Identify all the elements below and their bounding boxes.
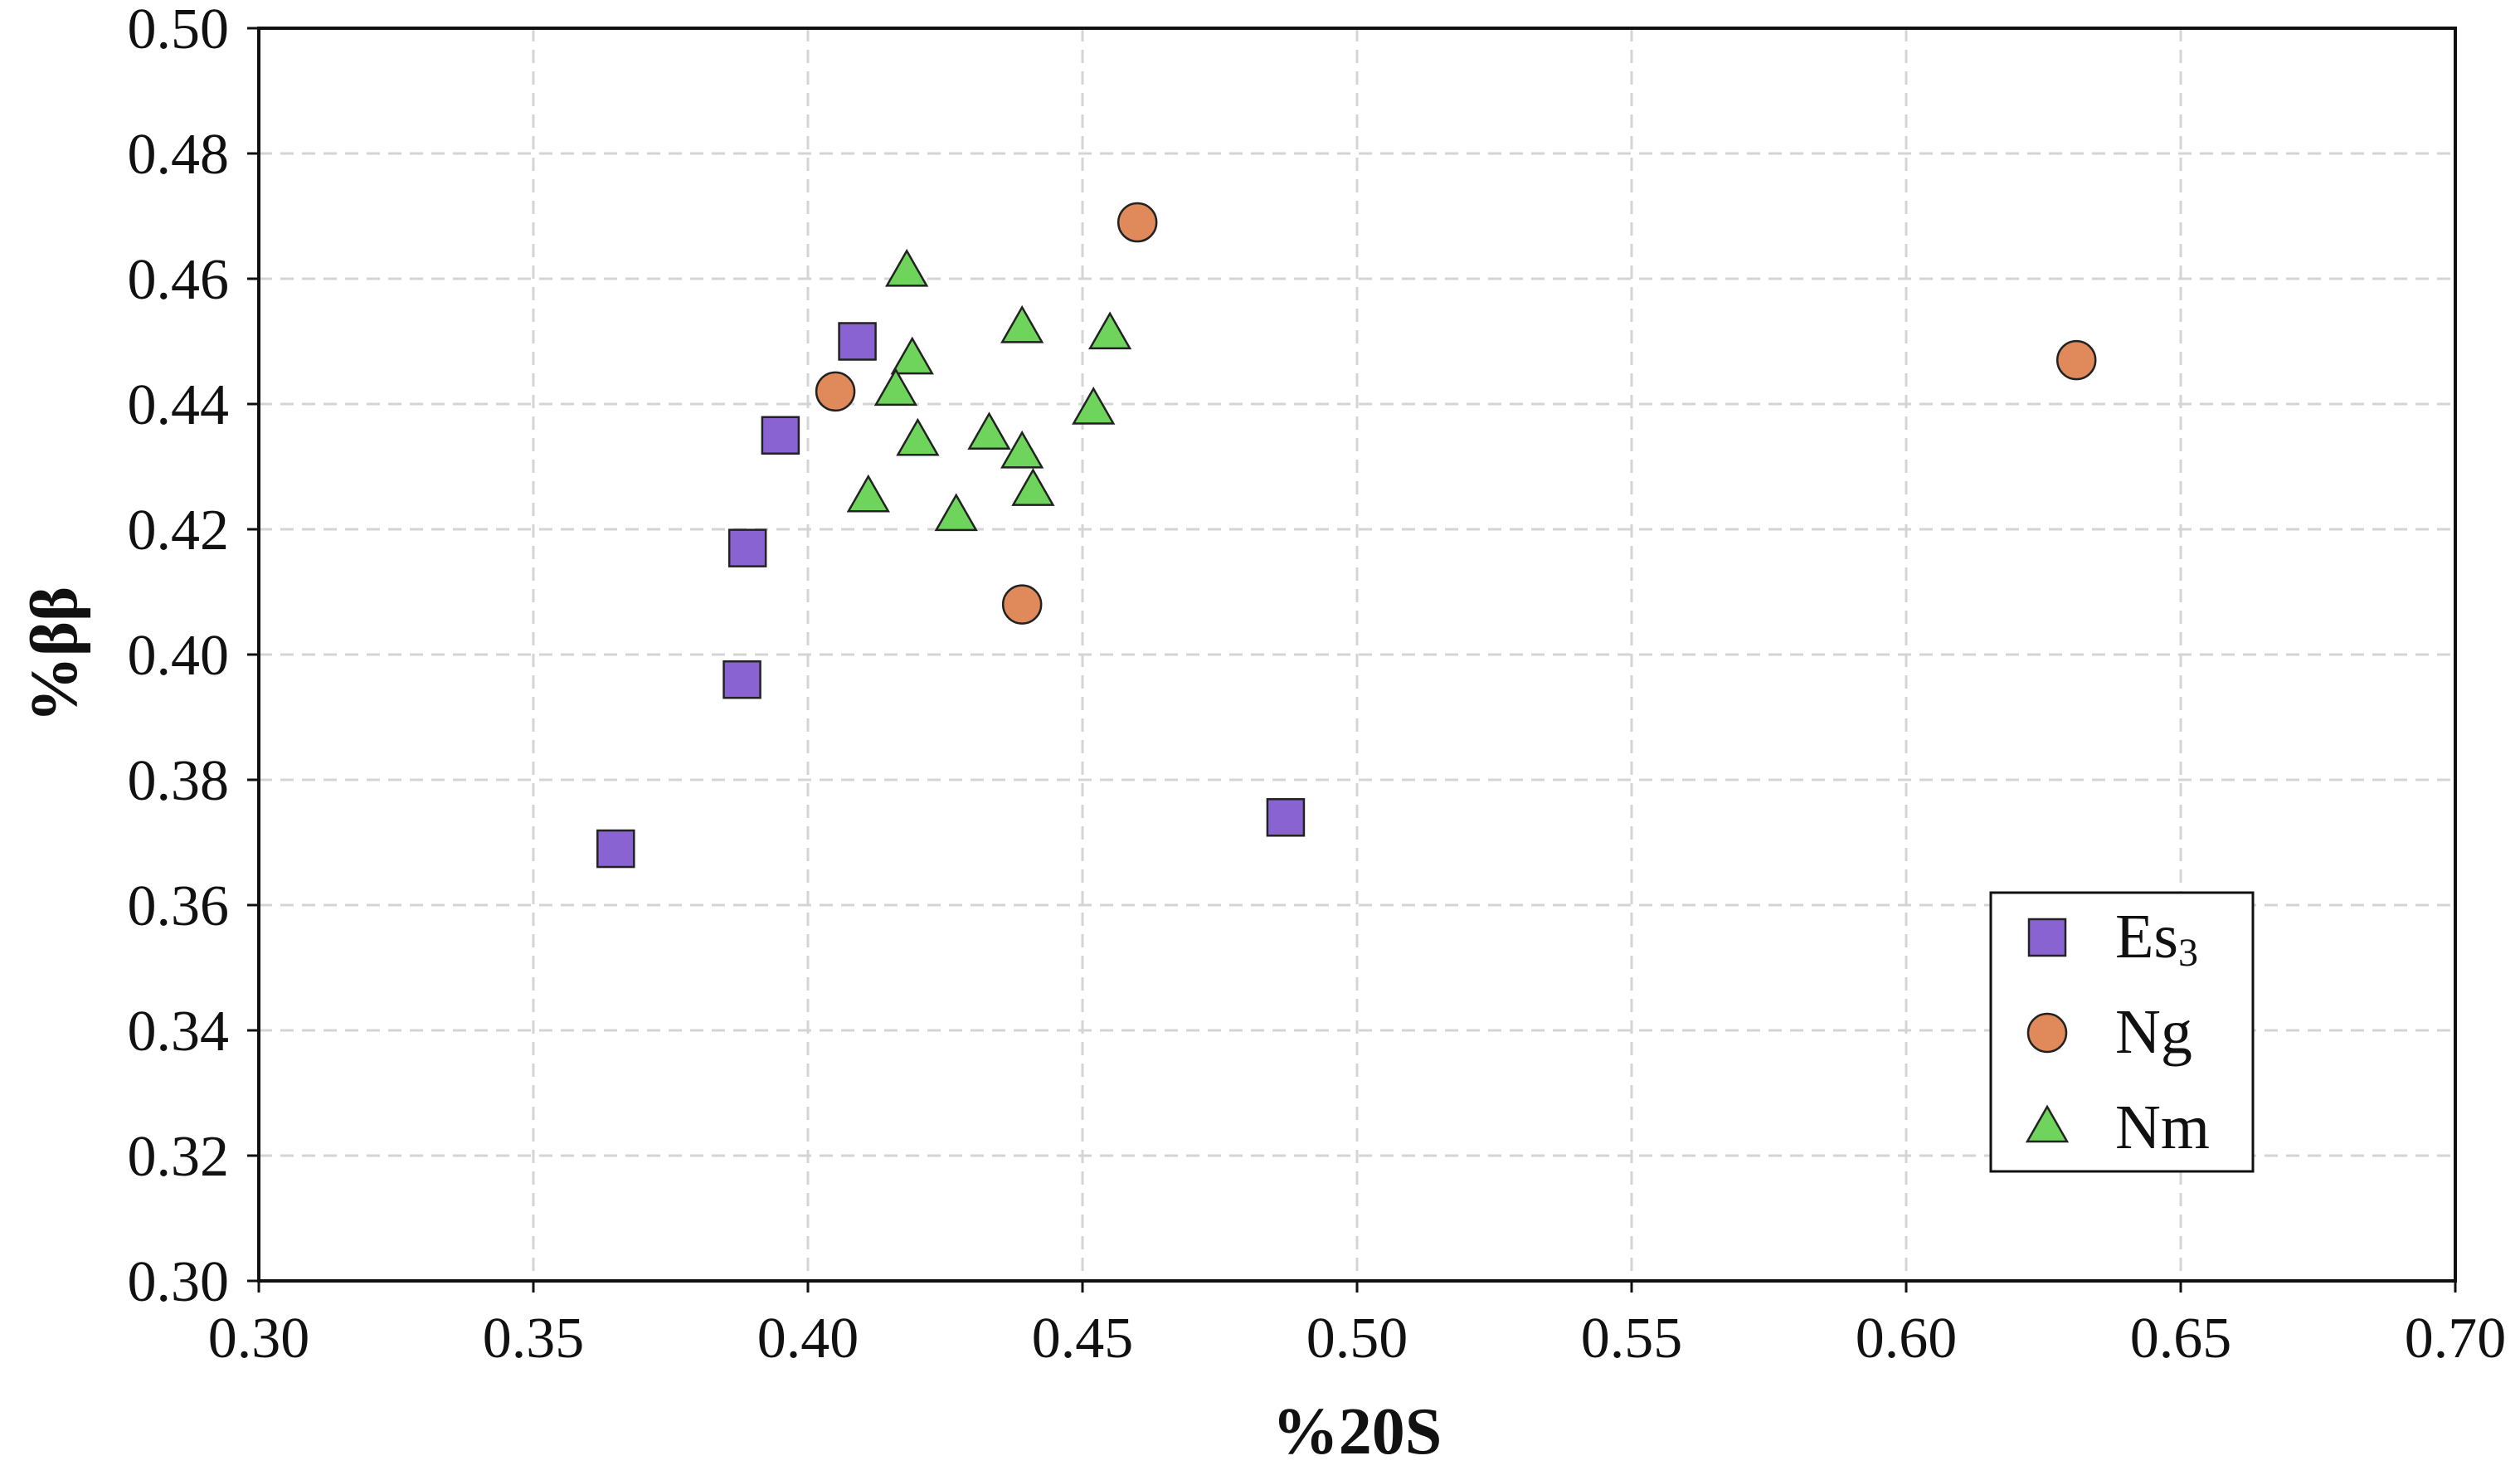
- legend-label-ng: Ng: [2115, 997, 2192, 1067]
- data-point-nm: [1087, 311, 1132, 350]
- data-point-ng: [2055, 339, 2097, 381]
- y-tick-label: 0.30: [128, 1250, 230, 1314]
- legend-marker-es: [2027, 918, 2067, 957]
- data-point-nm: [885, 248, 929, 287]
- y-tick-label: 0.44: [128, 373, 230, 437]
- data-point-es: [727, 528, 767, 567]
- data-points: [596, 202, 2097, 869]
- y-tick-label: 0.34: [128, 1000, 230, 1064]
- x-tick-label: 0.60: [1856, 1307, 1958, 1370]
- data-point-ng: [1116, 202, 1158, 243]
- data-point-nm: [873, 368, 918, 407]
- data-point-nm: [1000, 304, 1044, 343]
- data-point-es: [1266, 798, 1306, 837]
- y-axis-title: %ββ: [18, 587, 91, 723]
- y-tick-label: 0.40: [128, 624, 230, 688]
- axis-ticks: 0.30 0.35 0.40 0.45 0.50 0.55 0.60 0.65 0.70 0.30…: [128, 0, 2507, 1370]
- y-tick-label: 0.38: [128, 749, 230, 813]
- y-tick-label: 0.50: [128, 0, 230, 61]
- y-tick-label: 0.42: [128, 499, 230, 562]
- data-point-es: [761, 416, 800, 455]
- data-point-nm: [934, 493, 978, 532]
- data-point-nm: [1000, 430, 1044, 469]
- data-point-es: [838, 322, 877, 361]
- x-tick-label: 0.30: [208, 1307, 310, 1370]
- legend: Es3 Ng Nm: [1989, 891, 2255, 1173]
- series-nm: [846, 248, 1132, 532]
- data-point-ng: [815, 371, 856, 412]
- legend-label-nm: Nm: [2115, 1093, 2210, 1162]
- x-tick-label: 0.40: [757, 1307, 859, 1370]
- data-point-es: [596, 829, 635, 869]
- x-axis-title: %20S: [1272, 1395, 1442, 1468]
- x-tick-label: 0.55: [1581, 1307, 1683, 1370]
- x-tick-label: 0.70: [2405, 1307, 2507, 1370]
- series-ng: [815, 202, 2097, 625]
- y-tick-label: 0.36: [128, 874, 230, 938]
- series-es: [596, 322, 1306, 869]
- y-tick-label: 0.48: [128, 123, 230, 187]
- legend-item-ng: Ng: [2026, 997, 2192, 1067]
- data-point-nm: [1011, 468, 1055, 506]
- legend-label-es: Es3: [2115, 902, 2198, 975]
- x-tick-label: 0.45: [1032, 1307, 1134, 1370]
- legend-marker-nm: [2025, 1104, 2070, 1143]
- data-point-ng: [1001, 584, 1043, 625]
- legend-marker-ng: [2026, 1012, 2068, 1054]
- y-tick-label: 0.32: [128, 1125, 230, 1189]
- data-point-nm: [890, 336, 934, 375]
- data-point-nm: [846, 474, 890, 513]
- y-tick-label: 0.46: [128, 248, 230, 312]
- legend-item-es: Es3: [2027, 902, 2198, 975]
- x-tick-label: 0.35: [483, 1307, 585, 1370]
- legend-item-nm: Nm: [2025, 1093, 2210, 1162]
- data-point-nm: [896, 417, 940, 456]
- x-tick-label: 0.50: [1306, 1307, 1408, 1370]
- data-point-nm: [967, 411, 1011, 450]
- data-point-es: [722, 660, 761, 699]
- data-point-nm: [1072, 386, 1116, 425]
- x-tick-label: 0.65: [2130, 1307, 2232, 1370]
